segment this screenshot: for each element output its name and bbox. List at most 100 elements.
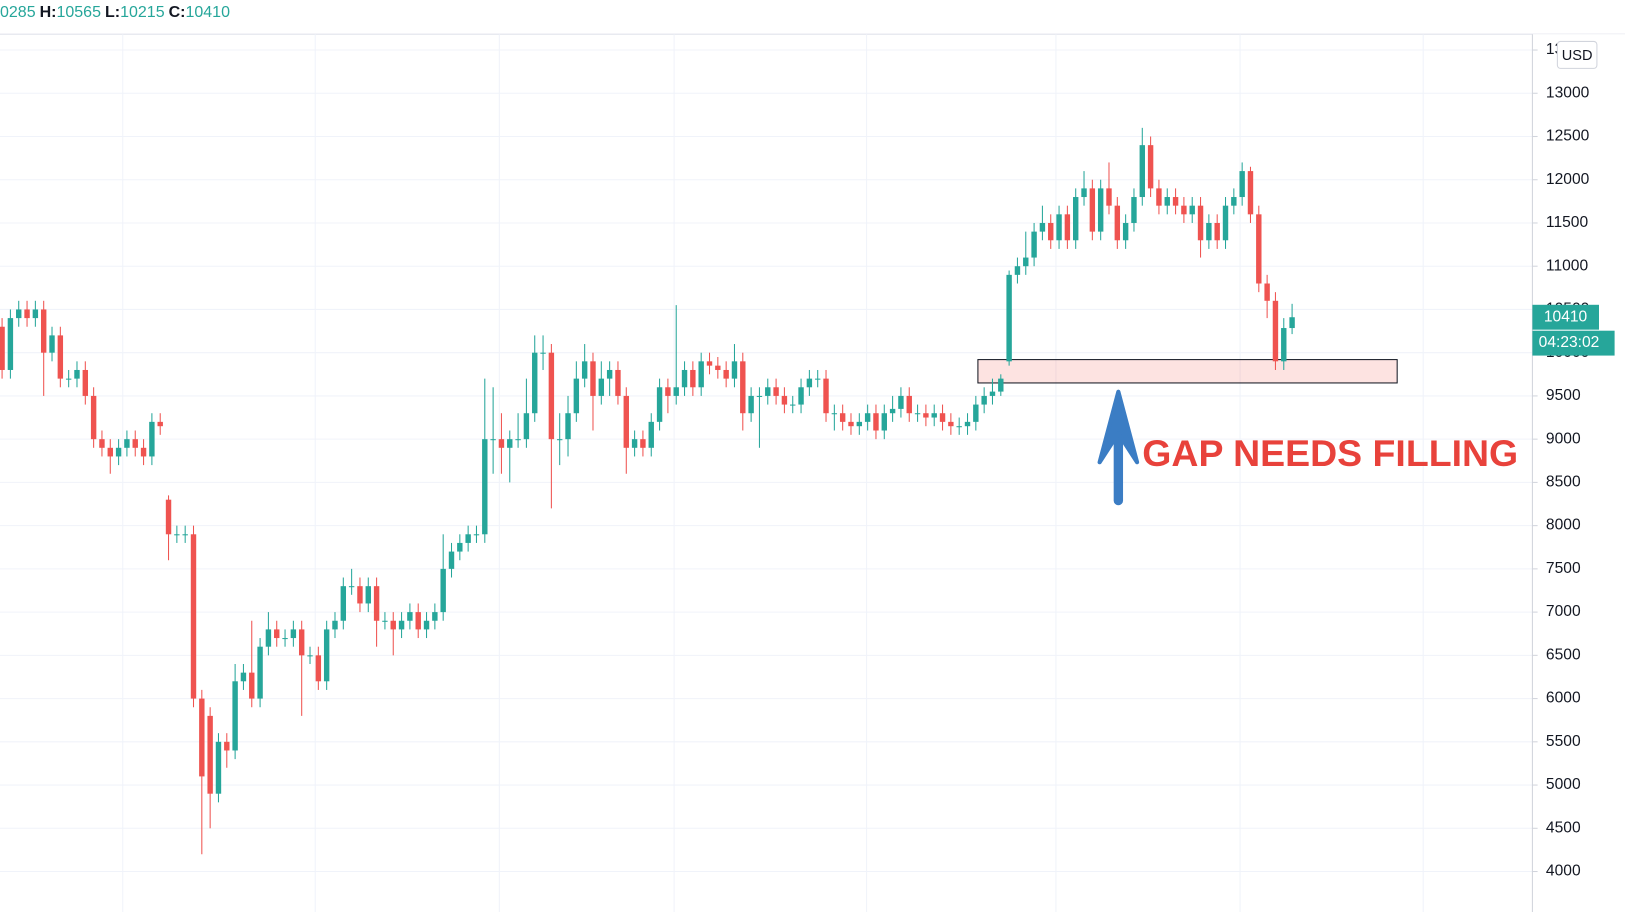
candle-body	[973, 404, 979, 422]
candle-body	[199, 698, 205, 777]
candle-body	[1056, 214, 1062, 241]
candle-body	[1181, 205, 1187, 215]
candle-body	[1214, 222, 1220, 241]
candle-body	[648, 421, 654, 448]
annotation: GAP NEEDS FILLING	[1142, 432, 1518, 474]
y-tick-label: 6000	[1546, 690, 1581, 707]
candle-body	[90, 395, 97, 440]
candle-body	[1156, 188, 1162, 206]
y-tick-label: 7500	[1546, 560, 1581, 577]
candle-body	[473, 534, 480, 536]
y-tick-label: 13000	[1546, 84, 1590, 101]
header-value: 10215	[120, 4, 165, 21]
candle-body	[889, 408, 896, 414]
candle-body	[65, 378, 72, 380]
candle-body	[507, 439, 513, 448]
candle-body	[1256, 214, 1262, 284]
y-tick-label: 9500	[1546, 387, 1581, 404]
candle-body	[665, 387, 671, 396]
candle-body	[923, 413, 929, 418]
candle-body	[1114, 205, 1121, 241]
candle-body	[1122, 222, 1129, 241]
currency: USD	[1562, 48, 1593, 64]
candle-body	[332, 620, 338, 630]
candle-body	[498, 439, 505, 448]
candle-body	[1064, 214, 1071, 241]
candle-body	[1039, 222, 1046, 232]
candle-body	[981, 395, 987, 405]
y-tick-label: 5000	[1546, 776, 1581, 793]
candle-body	[490, 439, 496, 441]
candle-body	[373, 586, 380, 621]
candle-body	[182, 534, 188, 536]
y-tick-label: 8500	[1546, 474, 1581, 491]
candle-body	[232, 681, 238, 751]
arrow	[1097, 389, 1140, 506]
candle-body	[0, 326, 5, 370]
candle-body	[224, 741, 230, 751]
candle-body	[556, 439, 563, 441]
y-tick-label: 12000	[1546, 171, 1590, 188]
candle-body	[115, 447, 122, 457]
candle-body	[40, 309, 47, 353]
candle-body	[457, 542, 463, 552]
candles	[0, 127, 1295, 855]
candle-body	[1131, 197, 1137, 223]
candle-body	[823, 378, 829, 414]
candle-body	[640, 439, 646, 448]
header-label: L:	[104, 4, 121, 21]
candle-body	[790, 404, 796, 406]
candle-body	[731, 361, 738, 379]
header-value: 10410	[185, 4, 230, 21]
candle-body	[1106, 188, 1112, 206]
candle-body	[82, 369, 89, 396]
candle-body	[740, 361, 746, 414]
candle-body	[581, 361, 588, 379]
candle-body	[257, 646, 263, 699]
candle-body	[157, 421, 163, 427]
candle-body	[756, 395, 763, 397]
time-grid	[122, 34, 1424, 912]
candle-body	[590, 361, 596, 396]
candle-body	[174, 534, 180, 536]
candle-body	[856, 421, 863, 427]
candle-body	[49, 335, 55, 353]
candle-body	[1139, 145, 1145, 198]
y-tick-label: 5500	[1546, 733, 1581, 750]
candle-body	[448, 551, 455, 569]
candle-body	[523, 413, 530, 440]
candle-body	[207, 715, 213, 794]
candle-body	[407, 612, 413, 621]
candle-body	[149, 421, 155, 457]
candle-body	[931, 413, 937, 418]
candle-body	[165, 499, 172, 535]
candle-body	[873, 413, 879, 431]
y-tick-label: 6500	[1546, 646, 1581, 663]
candle-body	[781, 395, 788, 405]
candle-body	[7, 318, 14, 370]
candle-body	[606, 369, 613, 379]
candle-body	[765, 387, 771, 396]
candle-body	[390, 620, 396, 630]
candle-body	[482, 439, 488, 535]
candle-body	[1164, 197, 1170, 206]
candle-body	[282, 638, 288, 640]
candle-body	[723, 369, 729, 379]
candle-body	[1189, 205, 1195, 215]
y-tick-label: 7000	[1546, 603, 1581, 620]
candle-body	[956, 426, 962, 428]
candle-body	[1089, 188, 1096, 232]
candle-body	[57, 335, 64, 379]
candle-body	[532, 352, 538, 414]
candle-body	[914, 413, 921, 415]
countdown-box	[1532, 330, 1615, 356]
price-axis-bg	[1532, 34, 1625, 912]
candle-body	[1247, 171, 1254, 215]
candle-body	[748, 395, 754, 414]
candle-body	[1097, 188, 1104, 232]
candle-body	[540, 352, 546, 354]
candle-body	[265, 629, 272, 647]
candle-body	[681, 369, 688, 388]
candle-body	[989, 391, 996, 396]
